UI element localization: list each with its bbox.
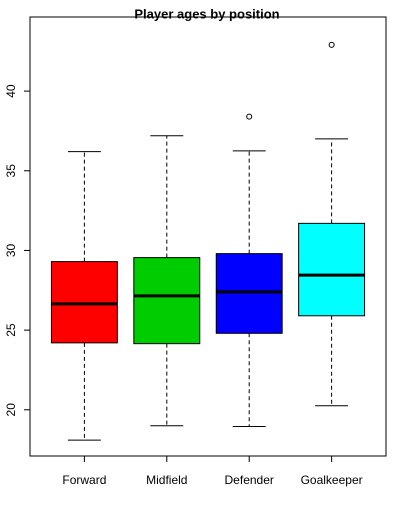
x-tick-label: Forward	[62, 473, 106, 487]
box	[133, 257, 201, 345]
y-tick-label: 25	[4, 323, 18, 337]
y-tick-label: 20	[4, 403, 18, 417]
box	[298, 222, 366, 317]
y-tick-label: 30	[4, 243, 18, 257]
y-tick-label: 35	[4, 164, 18, 178]
outlier	[246, 113, 253, 120]
y-tick-label: 40	[4, 84, 18, 98]
x-tick-label: Goalkeeper	[301, 473, 363, 487]
x-tick-label: Defender	[225, 473, 274, 487]
box	[215, 253, 283, 334]
plot-frame	[29, 16, 387, 457]
box	[50, 261, 118, 344]
outlier	[328, 41, 335, 48]
x-tick-label: Midfield	[146, 473, 187, 487]
chart-title: Player ages by position	[134, 6, 279, 21]
